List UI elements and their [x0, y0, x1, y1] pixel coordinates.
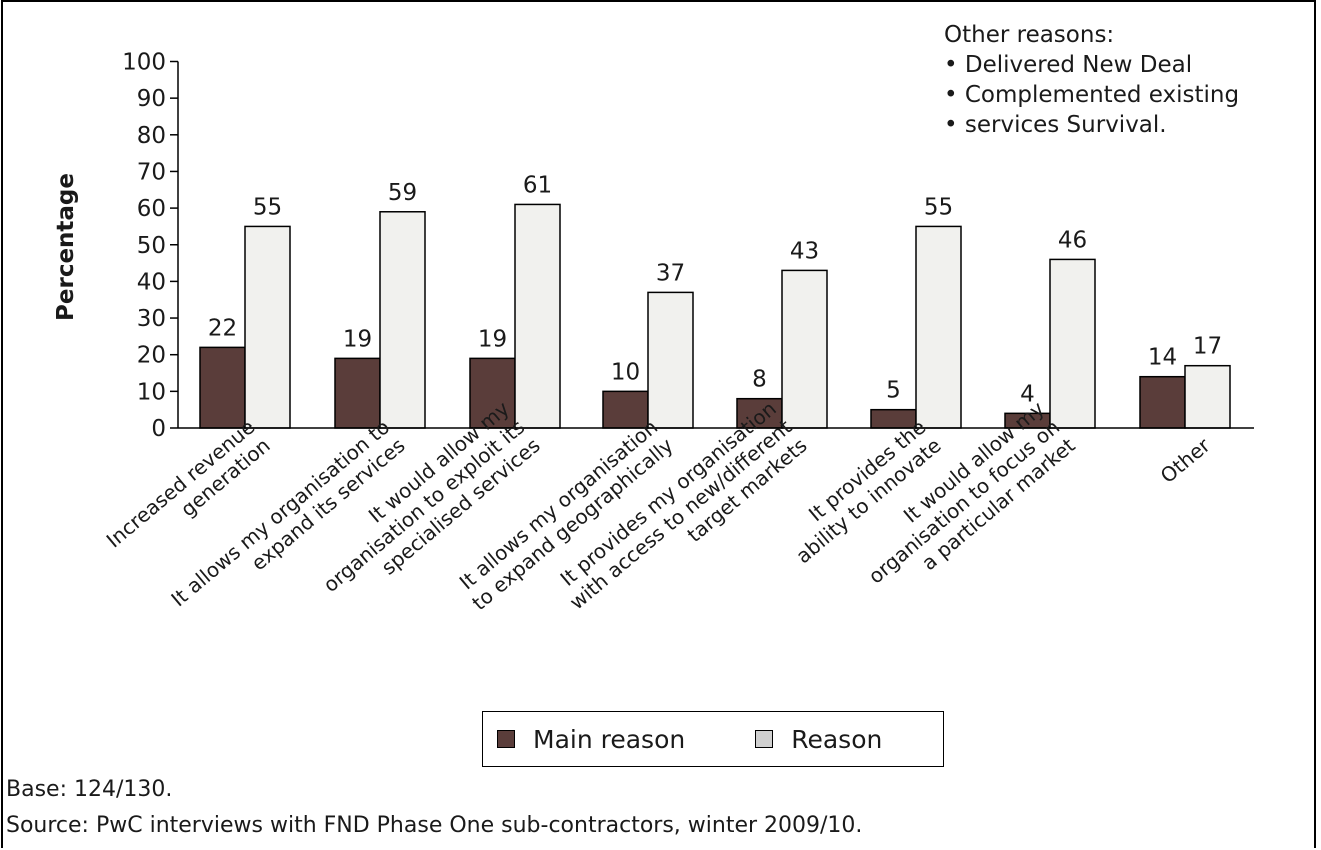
- y-tick-label: 20: [137, 343, 166, 369]
- x-tick-label: Other: [1156, 433, 1216, 488]
- bars: [199, 203, 1231, 429]
- value-label-main-reason: 19: [478, 326, 507, 352]
- bar-reason: [1184, 364, 1231, 429]
- value-label-main-reason: 10: [611, 359, 640, 385]
- bar-main-reason: [1139, 375, 1186, 429]
- bar-reason: [244, 225, 291, 429]
- value-label-reason: 55: [253, 194, 282, 220]
- legend: Main reason Reason: [482, 711, 944, 767]
- value-label-main-reason: 22: [208, 315, 237, 341]
- value-label-reason: 61: [523, 172, 552, 198]
- y-tick-label: 50: [137, 233, 166, 259]
- y-tick-label: 60: [137, 196, 166, 222]
- legend-label-reason: Reason: [791, 724, 883, 754]
- bar-reason: [1049, 258, 1096, 429]
- value-label-reason: 59: [388, 180, 417, 206]
- y-tick-label: 40: [137, 269, 166, 295]
- value-label-main-reason: 4: [1020, 381, 1035, 407]
- value-label-reason: 55: [924, 194, 953, 220]
- bar-main-reason: [469, 357, 516, 429]
- legend-swatch-main-reason: [497, 730, 515, 748]
- y-tick-label: 90: [137, 86, 166, 112]
- base-footnote: Base: 124/130.: [6, 777, 173, 802]
- other-reasons-item: • services Survival.: [944, 112, 1167, 138]
- bar-reason: [781, 269, 828, 429]
- value-label-reason: 43: [790, 238, 819, 264]
- value-label-reason: 46: [1058, 227, 1087, 253]
- y-tick-label: 70: [137, 159, 166, 185]
- legend-item-reason: Reason: [755, 725, 882, 754]
- other-reasons-item: • Delivered New Deal: [944, 52, 1193, 78]
- bar-main-reason: [334, 357, 381, 429]
- y-axis-label: Percentage: [53, 173, 79, 321]
- y-axis: 0 10 20 30 40 50 60 70 80 90 100: [122, 50, 179, 442]
- other-reasons-item: • Complemented existing: [944, 82, 1240, 108]
- y-tick-label: 100: [122, 50, 166, 76]
- bar-reason: [514, 203, 561, 429]
- bar-main-reason: [199, 346, 246, 429]
- y-tick-label: 0: [151, 416, 166, 442]
- y-tick-label: 80: [137, 123, 166, 149]
- source-footnote: Source: PwC interviews with FND Phase On…: [6, 813, 863, 838]
- value-label-main-reason: 19: [343, 326, 372, 352]
- value-label-reason: 17: [1193, 334, 1222, 360]
- y-tick-label: 10: [137, 379, 166, 405]
- y-tick-label: 30: [137, 306, 166, 332]
- legend-item-main-reason: Main reason: [497, 725, 685, 754]
- legend-label-main-reason: Main reason: [533, 724, 686, 754]
- other-reasons-heading: Other reasons:: [944, 22, 1115, 48]
- legend-swatch-reason: [755, 730, 774, 748]
- other-reasons-annotation: Other reasons: • Delivered New Deal • Co…: [944, 20, 1239, 140]
- x-tick-label-line: Other: [1156, 433, 1216, 488]
- bar-main-reason: [602, 390, 649, 429]
- value-label-main-reason: 5: [886, 378, 901, 404]
- value-label-reason: 37: [656, 260, 685, 286]
- value-label-main-reason: 8: [752, 367, 767, 393]
- bar-reason: [379, 211, 426, 429]
- value-label-main-reason: 14: [1148, 345, 1177, 371]
- bar-reason: [915, 225, 962, 429]
- bar-reason: [647, 291, 694, 429]
